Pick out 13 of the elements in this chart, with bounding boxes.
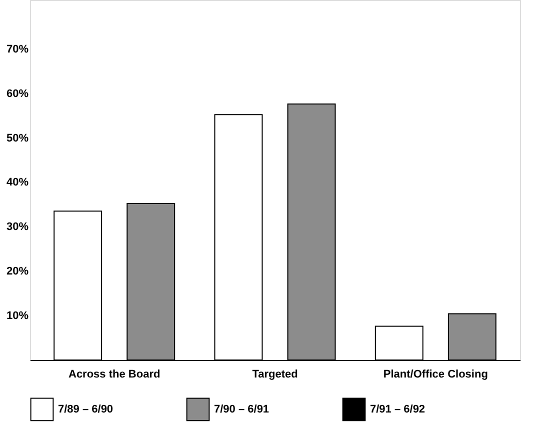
y-tick-label: 30%: [6, 221, 29, 234]
y-tick-label: 20%: [6, 266, 29, 278]
x-tick-label: Across the Board: [68, 368, 160, 380]
y-tick-label: 60%: [6, 88, 29, 100]
y-tick-label: 40%: [6, 176, 29, 189]
x-tick-label: Plant/Office Closing: [383, 368, 488, 380]
y-tick-label: 10%: [6, 310, 29, 322]
x-tick-label: Targeted: [252, 368, 298, 380]
y-tick-label: 50%: [6, 132, 29, 144]
legend-label: 7/90 – 6/91: [214, 403, 270, 416]
legend-label: 7/89 – 6/90: [58, 403, 114, 416]
y-tick-label: 70%: [6, 43, 29, 56]
legend-label: 7/91 – 6/92: [370, 403, 426, 416]
